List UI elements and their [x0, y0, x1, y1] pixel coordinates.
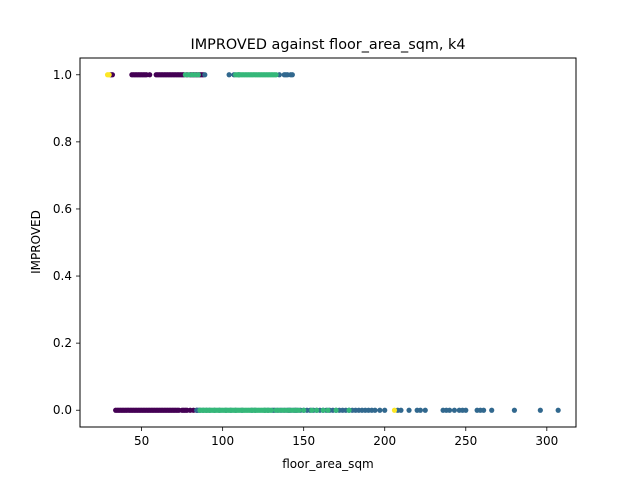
x-tick-label: 200 — [373, 434, 396, 448]
data-point-cluster-1 — [489, 407, 495, 413]
data-point-cluster-1 — [289, 72, 295, 78]
data-point-cluster-2 — [301, 407, 307, 413]
data-point-cluster-1 — [398, 407, 404, 413]
data-point-cluster-2 — [273, 72, 279, 78]
x-tick-label: 250 — [454, 434, 477, 448]
x-tick-label: 100 — [211, 434, 234, 448]
data-point-cluster-1 — [463, 407, 469, 413]
data-point-cluster-1 — [481, 407, 487, 413]
y-tick-label: 1.0 — [53, 68, 72, 82]
data-point-cluster-1 — [377, 407, 383, 413]
data-point-cluster-2 — [325, 407, 331, 413]
y-tick-label: 0.4 — [53, 269, 72, 283]
data-point-cluster-1 — [382, 407, 388, 413]
data-point-cluster-1 — [446, 407, 453, 413]
data-point-cluster-1 — [226, 72, 232, 78]
data-point-cluster-1 — [417, 407, 423, 413]
data-point-cluster-1 — [511, 407, 518, 413]
data-point-cluster-2 — [195, 72, 201, 78]
data-point-cluster-2 — [346, 407, 352, 413]
x-axis: 50 100 150 200 250 300 — [134, 427, 558, 448]
points-layer — [104, 72, 561, 413]
data-point-cluster-2 — [268, 407, 274, 413]
data-point-cluster-2 — [296, 407, 302, 413]
chart-title: IMPROVED against floor_area_sqm, k4 — [191, 37, 466, 53]
y-axis-label: IMPROVED — [29, 210, 43, 274]
y-tick-label: 0.8 — [53, 135, 72, 149]
data-point-cluster-2 — [333, 407, 339, 413]
x-axis-label: floor_area_sqm — [282, 457, 374, 471]
data-point-cluster-2 — [320, 407, 326, 413]
y-tick-label: 0.2 — [53, 336, 72, 350]
data-point-cluster-2 — [314, 407, 320, 413]
data-point-cluster-1 — [372, 407, 378, 413]
x-tick-label: 150 — [292, 434, 315, 448]
data-point-cluster-2 — [309, 407, 315, 413]
data-point-cluster-3 — [391, 407, 398, 413]
data-point-cluster-3 — [106, 72, 112, 78]
y-axis: 0.0 0.2 0.4 0.6 0.8 1.0 — [53, 68, 80, 417]
y-tick-label: 0.6 — [53, 202, 72, 216]
data-point-cluster-1 — [202, 72, 208, 78]
plot-frame — [79, 57, 577, 428]
data-point-cluster-0 — [147, 72, 153, 78]
data-point-cluster-1 — [555, 407, 561, 413]
x-tick-label: 50 — [134, 434, 149, 448]
data-point-cluster-1 — [537, 407, 543, 413]
data-point-cluster-1 — [406, 407, 412, 413]
y-tick-label: 0.0 — [53, 403, 72, 417]
data-point-cluster-1 — [422, 407, 428, 413]
x-tick-label: 300 — [535, 434, 558, 448]
data-point-cluster-1 — [451, 407, 458, 413]
